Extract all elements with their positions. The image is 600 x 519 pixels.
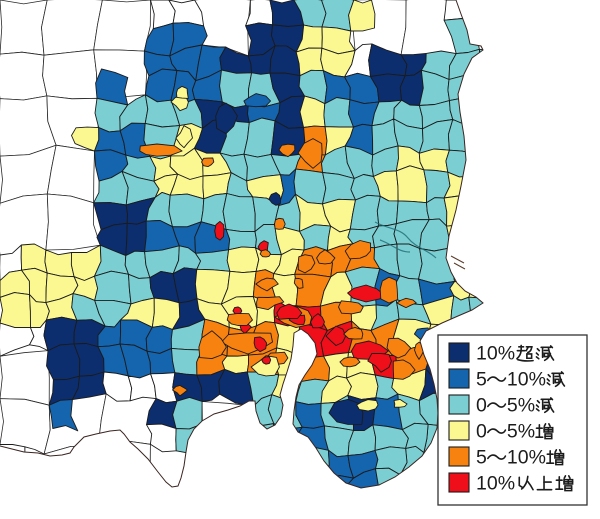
svg-text:0: 0 xyxy=(476,421,487,443)
svg-text:5%: 5% xyxy=(507,395,535,417)
svg-text:10%: 10% xyxy=(476,343,515,365)
svg-text:10%: 10% xyxy=(476,473,515,495)
svg-text:5: 5 xyxy=(476,369,487,391)
svg-text:5%: 5% xyxy=(507,421,535,443)
svg-text:10%: 10% xyxy=(507,369,546,391)
svg-text:0: 0 xyxy=(476,395,487,417)
svg-text:5: 5 xyxy=(476,447,487,469)
svg-text:10%: 10% xyxy=(507,447,546,469)
